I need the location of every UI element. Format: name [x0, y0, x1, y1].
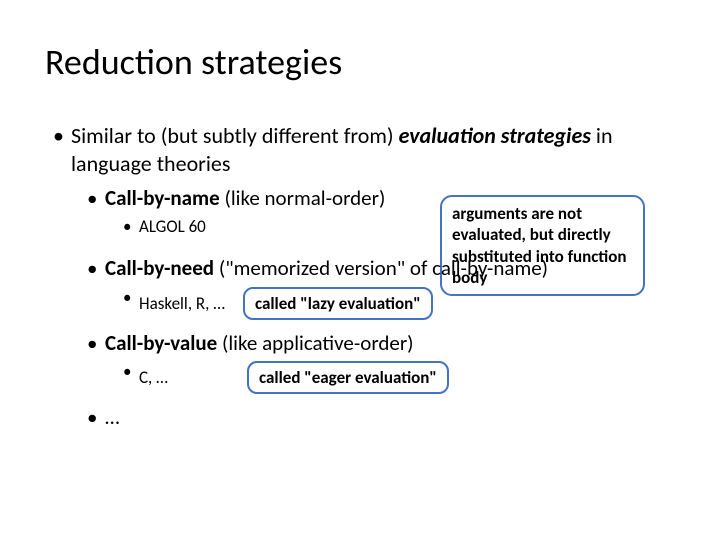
item-ellipsis: …: [87, 404, 675, 431]
intro-emph: evaluation strategies: [399, 122, 591, 149]
subitem-text: C, …: [139, 367, 229, 388]
subitem-c: C, … called "eager evaluation": [123, 361, 675, 394]
intro-pre: Similar to (but subtly different from): [71, 122, 399, 149]
item-call-by-value: Call-by-value (like applicative-order): [87, 330, 675, 357]
slide-title: Reduction strategies: [45, 40, 675, 84]
item-label-rest: …: [105, 404, 120, 430]
item-label-rest: (like applicative-order): [217, 330, 413, 356]
item-label-rest: (like normal-order): [220, 185, 386, 211]
item-label-bold: Call-by-value: [105, 330, 217, 356]
callout-eager-evaluation: called "eager evaluation": [247, 361, 449, 394]
item-label-bold: Call-by-need: [105, 255, 214, 281]
callout-lazy-evaluation: called "lazy evaluation": [243, 287, 433, 320]
subitem-text: Haskell, R, …: [139, 293, 225, 314]
subitem-haskell: Haskell, R, … called "lazy evaluation": [123, 287, 675, 320]
intro-bullet: Similar to (but subtly different from) e…: [53, 122, 675, 177]
item-call-by-need: Call-by-need ("memorized version" of cal…: [87, 255, 675, 282]
item-label-rest: ("memorized version" of call-by-name): [214, 255, 548, 281]
item-label-bold: Call-by-name: [105, 185, 220, 211]
